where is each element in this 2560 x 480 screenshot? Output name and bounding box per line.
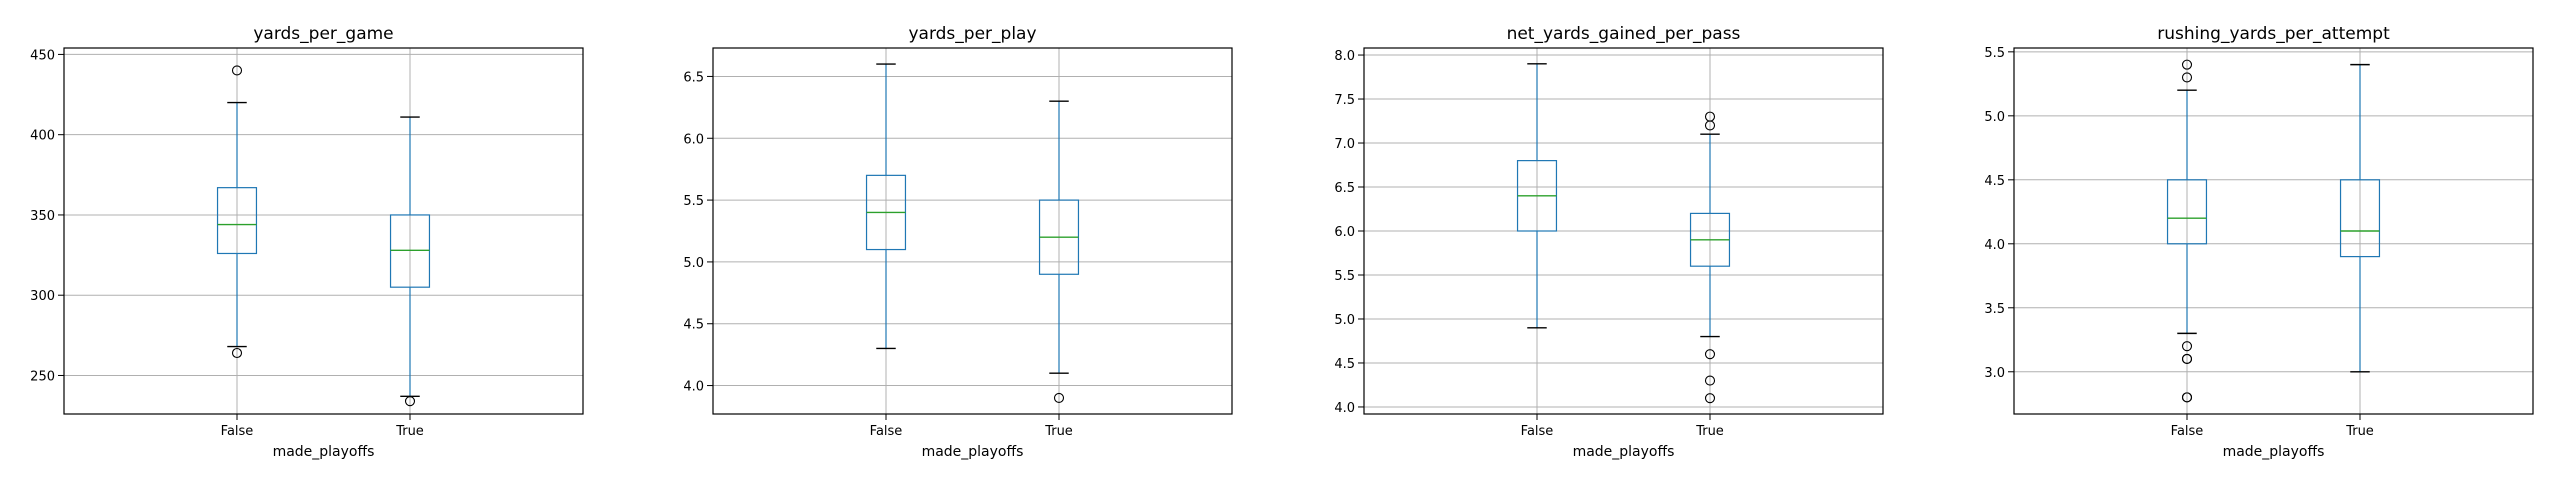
y-tick-label: 5.0: [1984, 110, 2005, 125]
axes-frame: [63, 47, 584, 415]
outlier-point: [231, 347, 243, 359]
box-true: [389, 116, 431, 407]
y-tick-label: 5.5: [683, 194, 704, 209]
axes-frame: [712, 47, 1233, 415]
y-tick-label: 3.0: [1984, 366, 2005, 381]
outlier-point: [2181, 72, 2193, 83]
y-tick-label: 3.5: [1984, 302, 2005, 317]
panel-title: rushing_yards_per_attempt: [2157, 24, 2390, 44]
x-axis-label: made_playoffs: [1573, 444, 1675, 460]
y-tick-label: 250: [30, 369, 55, 384]
y-tick-label: 4.0: [1984, 238, 2005, 253]
panel-2: 4.0 4.5 5.0 5.5 6.0 6.5 False True yards_per_pla…: [683, 24, 1233, 460]
x-tick-label: True: [1695, 424, 1724, 439]
x-tick-label: True: [1044, 424, 1073, 439]
outlier-point: [2181, 392, 2193, 403]
x-tick-label: True: [395, 424, 424, 439]
y-tick-label: 7.5: [1334, 93, 1355, 108]
x-tick-label: False: [221, 424, 254, 439]
iqr-box: [2339, 179, 2381, 258]
y-tick-label: 5.5: [1334, 269, 1355, 284]
axes-frame: [1363, 47, 1884, 415]
box-false: [865, 63, 907, 350]
y-tick-label: 450: [30, 48, 55, 63]
y-tick-label: 6.0: [683, 132, 704, 147]
y-tick-label: 300: [30, 289, 55, 304]
x-tick-label: False: [870, 424, 903, 439]
panel-title: yards_per_play: [908, 24, 1036, 44]
panel-3: 4.0 4.5 5.0 5.5 6.0 6.5 7.0 7.5 8.0 False True net_…: [1334, 24, 1884, 460]
outlier-point: [1704, 349, 1716, 360]
panel-title: yards_per_game: [253, 24, 393, 44]
outlier-point: [1704, 375, 1716, 386]
y-tick-label: 4.5: [1334, 357, 1355, 372]
y-tick-label: 6.0: [1334, 225, 1355, 240]
panel-title: net_yards_gained_per_pass: [1507, 24, 1741, 44]
outlier-point: [1053, 392, 1065, 403]
y-tick-label: 8.0: [1334, 49, 1355, 64]
y-tick-label: 5.0: [1334, 313, 1355, 328]
iqr-box: [2166, 179, 2208, 245]
y-tick-label: 350: [30, 209, 55, 224]
outlier-point: [231, 65, 243, 76]
box-false: [216, 65, 258, 359]
outlier-point: [2181, 341, 2193, 352]
outlier-point: [404, 396, 416, 407]
outlier-point: [2181, 59, 2193, 70]
x-axis-label: made_playoffs: [273, 444, 375, 460]
x-axis-label: made_playoffs: [2223, 444, 2325, 460]
panel-4: 3.0 3.5 4.0 4.5 5.0 5.5 False True rushing_yards…: [1984, 24, 2534, 460]
y-tick-label: 6.5: [683, 70, 704, 85]
x-tick-label: True: [2345, 424, 2374, 439]
panel-1: 250 300 350 400 450 False True yards_per_gamema…: [30, 24, 584, 460]
y-tick-label: 5.5: [1984, 46, 2005, 61]
y-tick-label: 400: [30, 129, 55, 144]
x-axis-label: made_playoffs: [922, 444, 1024, 460]
box-true: [1038, 100, 1080, 403]
y-tick-label: 4.5: [683, 318, 704, 333]
outlier-point: [1704, 393, 1716, 404]
y-tick-label: 6.5: [1334, 181, 1355, 196]
y-tick-label: 4.0: [1334, 401, 1355, 416]
outlier-point: [2181, 353, 2193, 365]
outlier-point: [1704, 120, 1716, 131]
box-false: [2166, 59, 2208, 403]
y-tick-label: 7.0: [1334, 137, 1355, 152]
y-tick-label: 4.5: [1984, 174, 2005, 189]
box-true: [1689, 111, 1731, 404]
box-false: [1516, 63, 1558, 329]
y-tick-label: 5.0: [683, 256, 704, 271]
iqr-box: [216, 187, 258, 255]
x-tick-label: False: [2171, 424, 2204, 439]
box-true: [2339, 63, 2381, 373]
iqr-box: [389, 214, 431, 288]
y-tick-label: 4.0: [683, 380, 704, 395]
axes-frame: [2013, 47, 2534, 415]
x-tick-label: False: [1521, 424, 1554, 439]
